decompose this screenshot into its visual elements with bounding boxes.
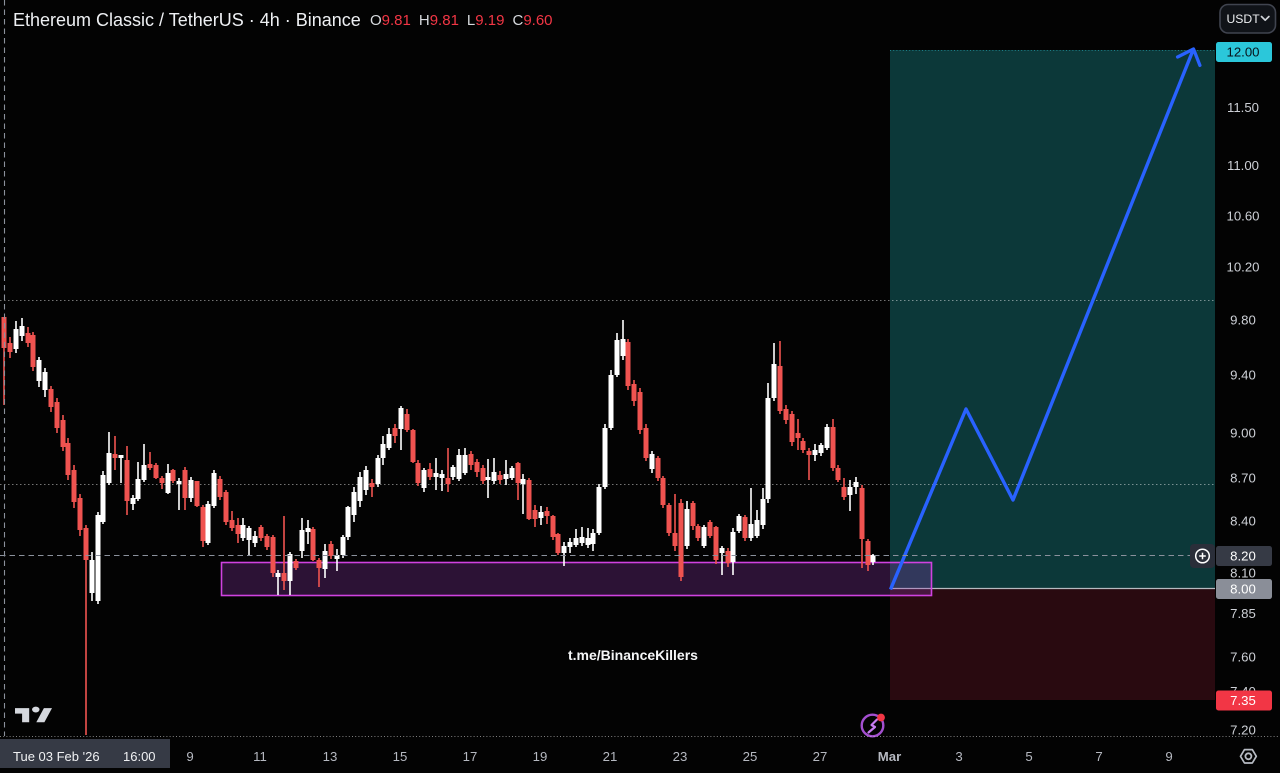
svg-text:7.60: 7.60 [1230,649,1256,664]
svg-text:16:00: 16:00 [123,749,156,764]
svg-text:11: 11 [253,749,267,764]
svg-text:Mar: Mar [878,749,901,764]
svg-text:9.00: 9.00 [1230,425,1256,440]
svg-text:5: 5 [1025,749,1032,764]
svg-text:17: 17 [463,749,478,764]
svg-text:13: 13 [323,749,338,764]
svg-text:7.85: 7.85 [1230,606,1256,621]
svg-text:USDT: USDT [1227,12,1261,26]
svg-text:3: 3 [955,749,962,764]
svg-text:11.00: 11.00 [1227,158,1259,173]
svg-text:11.50: 11.50 [1227,100,1259,115]
svg-text:9: 9 [1165,749,1172,764]
svg-text:8.40: 8.40 [1230,513,1256,528]
svg-text:7: 7 [1095,749,1102,764]
svg-text:9: 9 [186,749,193,764]
svg-text:Tue 03 Feb '26: Tue 03 Feb '26 [13,749,100,764]
svg-text:8.10: 8.10 [1230,565,1256,580]
svg-text:21: 21 [603,749,618,764]
svg-text:23: 23 [673,749,688,764]
svg-text:15: 15 [393,749,408,764]
svg-text:10.60: 10.60 [1226,208,1259,223]
svg-text:12.00: 12.00 [1226,44,1259,59]
svg-text:25: 25 [743,749,758,764]
svg-text:8.70: 8.70 [1230,470,1256,485]
svg-text:t.me/BinanceKillers: t.me/BinanceKillers [568,647,698,663]
svg-text:8.00: 8.00 [1230,581,1256,596]
svg-text:9.80: 9.80 [1230,312,1256,327]
svg-text:7.35: 7.35 [1230,693,1256,708]
svg-text:7.20: 7.20 [1230,722,1256,737]
svg-text:9.40: 9.40 [1230,367,1256,382]
svg-text:Ethereum Classic / TetherUS ·: Ethereum Classic / TetherUS · 4h · Binan… [13,10,361,30]
svg-text:10.20: 10.20 [1226,259,1259,274]
svg-text:8.20: 8.20 [1230,548,1256,563]
svg-text:19: 19 [533,749,548,764]
svg-text:27: 27 [813,749,828,764]
